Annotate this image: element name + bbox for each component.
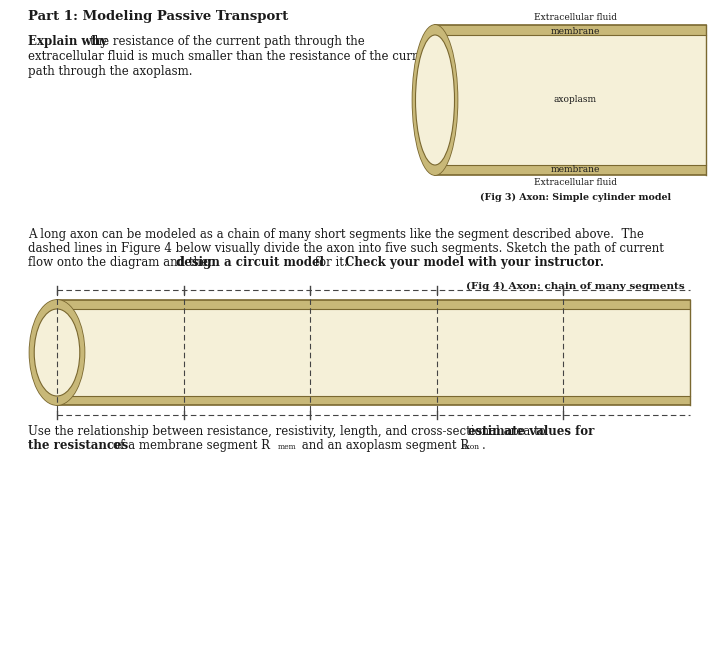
- Text: estimate values for: estimate values for: [468, 425, 595, 438]
- Text: mem: mem: [278, 443, 297, 451]
- Text: extracellular fluid is much smaller than the resistance of the current: extracellular fluid is much smaller than…: [28, 50, 437, 63]
- Bar: [435, 25, 706, 175]
- Ellipse shape: [413, 25, 457, 175]
- Bar: [57, 396, 690, 405]
- Text: Part 1: Modeling Passive Transport: Part 1: Modeling Passive Transport: [28, 10, 288, 23]
- Text: membrane: membrane: [551, 26, 600, 35]
- Text: path through the axoplasm.: path through the axoplasm.: [28, 65, 192, 78]
- Text: the resistances: the resistances: [28, 439, 128, 452]
- Text: for it.: for it.: [311, 256, 355, 269]
- Text: axoplasm: axoplasm: [554, 95, 597, 104]
- Text: (Fig 3) Axon: Simple cylinder model: (Fig 3) Axon: Simple cylinder model: [480, 193, 671, 202]
- Ellipse shape: [35, 309, 80, 396]
- Bar: [57, 300, 690, 405]
- Text: Extracellular fluid: Extracellular fluid: [534, 178, 617, 187]
- Text: Extracellular fluid: Extracellular fluid: [534, 13, 617, 22]
- Bar: [435, 25, 706, 35]
- Ellipse shape: [413, 25, 457, 175]
- Bar: [57, 300, 690, 309]
- Text: of a membrane segment R: of a membrane segment R: [113, 439, 270, 452]
- Ellipse shape: [415, 35, 454, 165]
- Text: Check your model with your instructor.: Check your model with your instructor.: [345, 256, 604, 269]
- Ellipse shape: [30, 300, 84, 405]
- Text: dashed lines in Figure 4 below visually divide the axon into five such segments.: dashed lines in Figure 4 below visually …: [28, 242, 664, 255]
- Bar: [57, 309, 690, 396]
- Text: A long axon can be modeled as a chain of many short segments like the segment de: A long axon can be modeled as a chain of…: [28, 228, 644, 241]
- Bar: [435, 165, 706, 175]
- Text: and an axoplasm segment R: and an axoplasm segment R: [298, 439, 469, 452]
- Ellipse shape: [30, 300, 84, 405]
- Text: the resistance of the current path through the: the resistance of the current path throu…: [90, 35, 365, 48]
- Text: (Fig 4) Axon: chain of many segments: (Fig 4) Axon: chain of many segments: [467, 282, 685, 291]
- Bar: [435, 35, 706, 165]
- Text: Use the relationship between resistance, resistivity, length, and cross-sectiona: Use the relationship between resistance,…: [28, 425, 549, 438]
- Text: membrane: membrane: [551, 166, 600, 175]
- Text: flow onto the diagram and then: flow onto the diagram and then: [28, 256, 220, 269]
- Text: design a circuit model: design a circuit model: [176, 256, 324, 269]
- Text: axon: axon: [462, 443, 480, 451]
- Text: Explain why: Explain why: [28, 35, 107, 48]
- Text: .: .: [482, 439, 486, 452]
